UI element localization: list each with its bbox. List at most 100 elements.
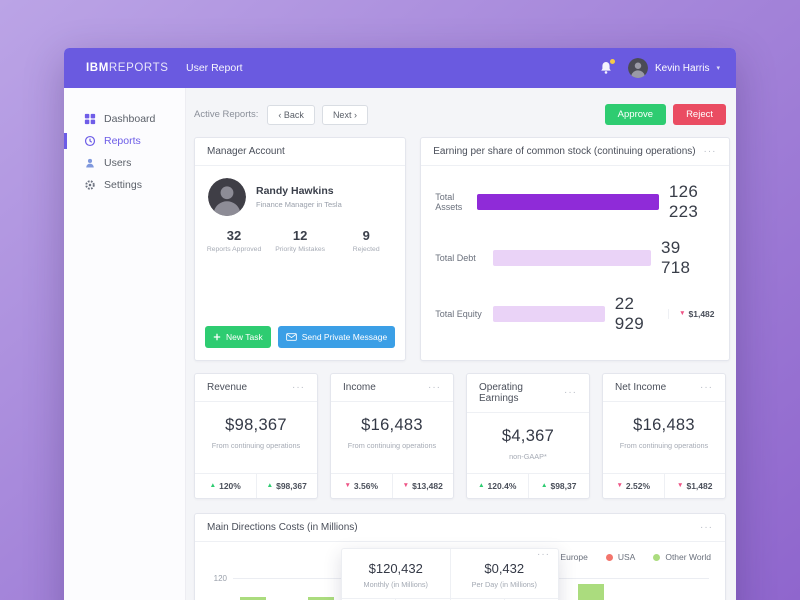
chevron-down-icon: ▾	[716, 65, 720, 72]
delta-value: $1,482	[688, 309, 715, 319]
stat-label: Rejected	[352, 246, 380, 253]
stat-reports-approved: 32 Reports Approved	[201, 228, 267, 253]
earnings-row-total-equity: Total Equity 22 929 ▼ $1,482	[435, 294, 714, 334]
card-title: Revenue	[207, 382, 248, 393]
chart-plot: ··· $120,432 Monthly (in Millions) $0,43…	[209, 548, 711, 600]
earnings-row-total-assets: Total Assets 126 223	[435, 182, 714, 222]
more-options-button[interactable]: ···	[564, 387, 577, 398]
delta-value: 120.4%	[487, 481, 517, 491]
send-private-message-button[interactable]: Send Private Message	[277, 326, 396, 348]
row-value: 39 718	[660, 238, 691, 277]
legend-item-other-world[interactable]: Other World	[653, 552, 711, 562]
send-message-label: Send Private Message	[301, 332, 388, 342]
row-label: Total Debt	[435, 253, 476, 263]
stat-rejected: 9 Rejected	[333, 228, 399, 253]
sidebar-item-label: Reports	[104, 135, 141, 147]
more-options-button[interactable]: ···	[703, 145, 717, 157]
stat-label: Priority Mistakes	[275, 246, 326, 253]
logo-bold: IBM	[86, 62, 109, 74]
kpi-delta: ▲ 120.4%	[467, 474, 528, 498]
row-label: Total Equity	[435, 309, 482, 319]
kpi-delta: ▼ $13,482	[391, 474, 454, 498]
app-header: IBMREPORTS User Report Kevin Harris ▾	[64, 48, 736, 88]
kpi-value: $98,367	[225, 416, 287, 434]
net-income-card: Net Income ··· $16,483 From continuing o…	[602, 373, 726, 499]
kpi-value: $16,483	[361, 416, 423, 434]
new-task-button[interactable]: New Task	[205, 326, 271, 348]
bar-segment-other-world[interactable]	[240, 596, 266, 600]
gear-icon	[84, 179, 96, 191]
stat-value: 32	[226, 228, 242, 243]
more-options-button[interactable]: ···	[292, 381, 305, 393]
user-menu[interactable]: Kevin Harris ▾	[628, 58, 720, 78]
earnings-per-share-card: Earning per share of common stock (conti…	[420, 137, 730, 361]
legend-item-usa[interactable]: USA	[605, 552, 636, 562]
earnings-row-total-debt: Total Debt 39 718	[435, 238, 714, 278]
notifications-bell-button[interactable]	[598, 59, 616, 76]
income-card: Income ··· $16,483 From continuing opera…	[330, 373, 454, 499]
header-right: Kevin Harris ▾	[598, 58, 736, 78]
card-title: Net Income	[615, 382, 667, 393]
kpi-subtitle: From continuing operations	[619, 441, 709, 450]
reject-button[interactable]: Reject	[673, 104, 726, 125]
manager-name: Randy Hawkins	[256, 185, 334, 197]
more-options-button[interactable]: ···	[428, 381, 441, 393]
tooltip-caption: Monthly (in Millions)	[363, 580, 428, 589]
stat-label: Reports Approved	[206, 246, 262, 253]
chart-tooltip: ··· $120,432 Monthly (in Millions) $0,43…	[341, 548, 559, 600]
delta-value: $98,37	[550, 481, 577, 491]
tooltip-value: $0,432	[484, 561, 525, 576]
stat-priority-mistakes: 12 Priority Mistakes	[267, 228, 333, 253]
app-logo: IBMREPORTS	[64, 62, 186, 74]
sidebar-item-settings[interactable]: Settings	[64, 174, 185, 196]
dashboard-grid-icon	[84, 113, 96, 125]
legend-label: USA	[617, 552, 636, 562]
delta-arrow-icon: ▲	[209, 481, 217, 489]
new-task-label: New Task	[226, 332, 263, 342]
sidebar-item-label: Settings	[104, 179, 142, 191]
stat-value: 12	[292, 228, 308, 243]
kpi-row: Revenue ··· $98,367 From continuing oper…	[194, 373, 726, 499]
sidebar: Dashboard Reports Users Settings	[64, 88, 186, 600]
kpi-value: $16,483	[633, 416, 695, 434]
delta-arrow-icon: ▲	[478, 481, 485, 489]
notification-badge	[610, 59, 616, 64]
users-person-icon	[84, 157, 96, 169]
kpi-subtitle: From continuing operations	[211, 441, 301, 450]
legend-dot	[605, 553, 613, 561]
card-title: Operating Earnings	[479, 382, 523, 404]
card-title: Main Directions Costs (in Millions)	[207, 522, 358, 533]
row-label: Total Assets	[435, 192, 463, 212]
back-button[interactable]: ‹ Back	[267, 104, 315, 125]
delta-arrow-icon: ▼	[402, 481, 410, 489]
sidebar-item-dashboard[interactable]: Dashboard	[64, 108, 185, 130]
approve-button[interactable]: Approve	[604, 104, 667, 125]
delta-value: $13,482	[412, 481, 443, 491]
delta-down-arrow-icon: ▼	[679, 309, 686, 317]
more-options-button[interactable]: ···	[700, 521, 713, 533]
operating-earnings-card: Operating Earnings ··· $4,367 non-GAAP* …	[466, 373, 590, 499]
legend-label: Europe	[560, 552, 588, 562]
sidebar-item-reports[interactable]: Reports	[64, 130, 185, 152]
y-axis-tick-label: 120	[213, 574, 227, 583]
manager-account-card: Manager Account Randy Hawkins Finance Ma…	[194, 137, 407, 361]
delta-arrow-icon: ▼	[677, 481, 684, 489]
tooltip-more-button[interactable]: ···	[537, 549, 550, 560]
app-window: IBMREPORTS User Report Kevin Harris ▾ Da…	[64, 48, 736, 600]
sidebar-item-users[interactable]: Users	[64, 152, 185, 174]
sidebar-item-label: Dashboard	[104, 113, 156, 125]
next-button[interactable]: Next ›	[321, 104, 368, 125]
manager-stats: 32 Reports Approved 12 Priority Mistakes…	[195, 224, 405, 259]
delta-arrow-icon: ▼	[344, 481, 351, 489]
delta-value: 120%	[219, 481, 241, 491]
bell-icon	[601, 62, 611, 74]
bar-segment-other-world[interactable]	[307, 596, 334, 600]
legend-dot	[653, 553, 661, 561]
kpi-subtitle: non-GAAP*	[509, 452, 547, 461]
active-reports-label: Active Reports:	[194, 109, 259, 120]
bar-segment-other-world[interactable]	[577, 584, 604, 600]
delta-arrow-icon: ▼	[616, 481, 623, 489]
more-options-button[interactable]: ···	[700, 381, 713, 393]
kpi-delta: ▲ 120%	[195, 474, 256, 498]
delta-value: $1,482	[686, 481, 713, 491]
